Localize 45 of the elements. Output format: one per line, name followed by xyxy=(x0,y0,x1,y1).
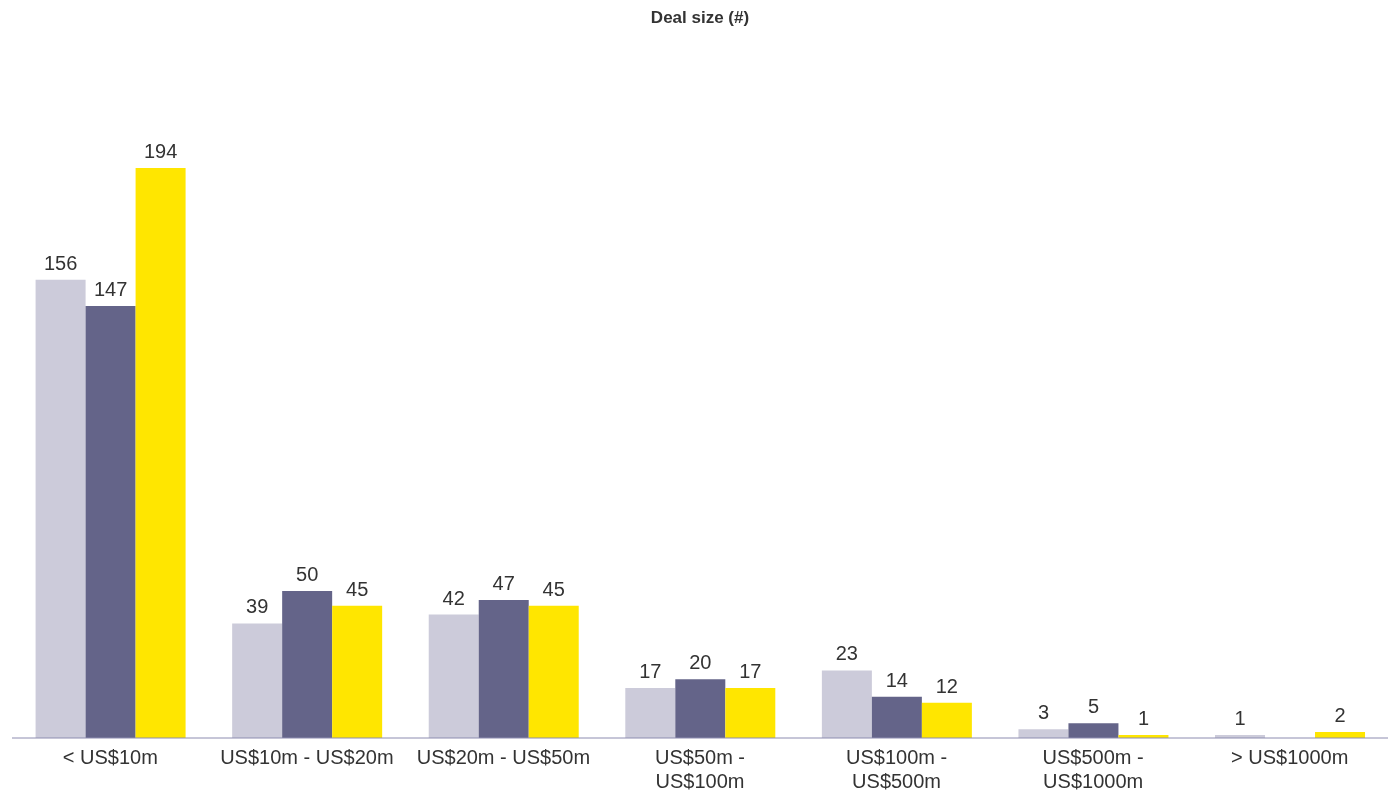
bar xyxy=(1068,723,1119,738)
bar xyxy=(478,599,529,738)
bar xyxy=(85,306,136,738)
x-tick-label: US$500m - US$1000m xyxy=(1042,746,1144,793)
x-tick-label: < US$10m xyxy=(62,746,158,769)
bar xyxy=(1018,729,1069,738)
x-tick-label: US$10m - US$20m xyxy=(220,746,394,769)
data-label: 23 xyxy=(835,642,858,665)
bar xyxy=(135,168,186,738)
bar xyxy=(625,688,676,738)
bar xyxy=(528,605,579,738)
chart-title: Deal size (#) xyxy=(649,8,751,29)
data-label: 47 xyxy=(492,571,515,594)
bar xyxy=(428,614,479,738)
data-label: 14 xyxy=(885,668,908,691)
bar xyxy=(282,591,333,738)
data-label: 42 xyxy=(442,586,465,609)
data-label: 20 xyxy=(689,651,712,674)
bar xyxy=(232,623,283,738)
data-label: 1 xyxy=(1137,707,1150,730)
data-label: 39 xyxy=(246,595,269,618)
data-label: 5 xyxy=(1087,695,1100,718)
bar xyxy=(821,670,872,738)
bar xyxy=(332,605,383,738)
data-label: 194 xyxy=(143,140,178,162)
data-label: 3 xyxy=(1037,701,1050,724)
data-label: 156 xyxy=(43,251,78,274)
data-label: 50 xyxy=(296,563,319,586)
x-tick-label: > US$1000m xyxy=(1231,746,1349,769)
data-label: 2 xyxy=(1334,704,1346,727)
data-label: 12 xyxy=(935,674,958,697)
bar xyxy=(921,702,972,738)
data-label: 147 xyxy=(93,278,128,301)
data-label: 1 xyxy=(1234,707,1246,730)
data-label: 17 xyxy=(739,660,762,683)
x-tick-label: US$100m - US$500m xyxy=(845,746,948,793)
x-tick-label: US$20m - US$50m xyxy=(416,746,591,769)
data-label: 45 xyxy=(346,577,369,600)
data-label: 45 xyxy=(542,577,565,600)
bar xyxy=(675,679,726,738)
bar xyxy=(35,279,86,738)
data-label: 17 xyxy=(639,660,662,683)
bar xyxy=(871,696,922,738)
bar xyxy=(725,688,776,738)
x-tick-label: US$50m - US$100m xyxy=(654,746,746,793)
